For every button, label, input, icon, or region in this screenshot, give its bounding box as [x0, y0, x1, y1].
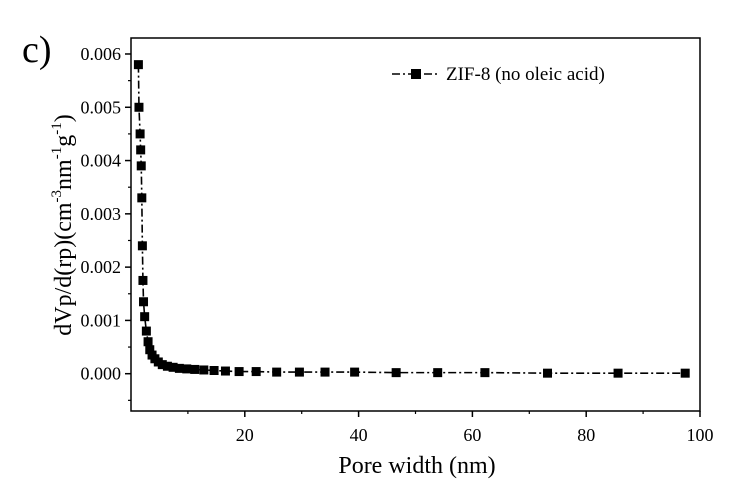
data-point — [136, 145, 146, 155]
data-point — [209, 366, 219, 376]
data-point — [234, 367, 244, 377]
y-axis-title-mid1: nm — [51, 159, 77, 190]
data-point — [251, 367, 261, 377]
data-point — [433, 368, 443, 378]
data-point — [613, 368, 623, 378]
y-axis-title-end: ) — [51, 114, 77, 122]
data-point — [138, 275, 148, 285]
data-point — [190, 364, 200, 374]
y-axis-title-exp3: -1 — [49, 122, 65, 135]
plot-frame — [130, 37, 701, 412]
data-point — [139, 297, 149, 307]
data-point — [350, 367, 360, 377]
data-point — [272, 367, 282, 377]
x-axis-title: Pore width (nm) — [338, 453, 495, 479]
x-axis-ticks: 20 40 60 80 100 — [187, 411, 714, 445]
data-point — [294, 367, 304, 377]
data-point — [140, 312, 150, 322]
legend-label: ZIF-8 (no oleic acid) — [446, 64, 605, 85]
data-point — [182, 364, 192, 374]
data-point — [162, 361, 172, 371]
data-point — [543, 368, 553, 378]
y-axis-title-exp2: -1 — [49, 147, 65, 160]
data-point — [168, 362, 178, 372]
data-point — [320, 367, 330, 377]
data-point — [133, 60, 143, 70]
data-point — [174, 363, 184, 373]
data-point — [199, 365, 209, 375]
x-tick-label: 80 — [577, 425, 595, 445]
data-point — [134, 102, 144, 112]
data-point — [136, 161, 146, 171]
y-tick-label: 0.002 — [81, 257, 122, 277]
data-point — [220, 366, 230, 376]
y-axis-title-mid2: g — [51, 135, 77, 147]
data-point — [391, 368, 401, 378]
y-axis-title-exp1: -3 — [49, 190, 65, 203]
legend-marker-square — [411, 69, 421, 79]
x-tick-label: 40 — [350, 425, 368, 445]
data-point — [137, 241, 147, 251]
y-tick-label: 0.004 — [81, 151, 122, 171]
y-tick-label: 0.001 — [81, 310, 122, 330]
legend: ZIF-8 (no oleic acid) — [392, 64, 605, 85]
y-tick-label: 0.003 — [81, 204, 122, 224]
panel-label: c) — [22, 29, 52, 71]
y-axis-title: dVp/d(rp)(cm-3nm-1g-1) — [49, 114, 77, 335]
series-line — [137, 64, 686, 374]
data-point — [145, 345, 155, 355]
y-tick-label: 0.005 — [81, 97, 122, 117]
data-point — [137, 193, 147, 203]
data-point — [157, 360, 167, 370]
x-tick-label: 20 — [236, 425, 254, 445]
data-point — [480, 368, 490, 378]
data-point — [141, 326, 151, 336]
x-tick-label: 100 — [687, 425, 714, 445]
data-point — [135, 129, 145, 139]
data-point — [680, 368, 690, 378]
y-tick-label: 0.006 — [81, 44, 122, 64]
y-tick-label: 0.000 — [81, 364, 122, 384]
series-markers — [133, 60, 690, 378]
x-tick-label: 60 — [463, 425, 481, 445]
y-axis-title-main: dVp/d(rp)(cm — [51, 202, 77, 336]
y-axis-ticks: 0.000 0.001 0.002 0.003 0.004 0.005 0.006 — [81, 44, 131, 401]
data-point — [143, 337, 153, 347]
